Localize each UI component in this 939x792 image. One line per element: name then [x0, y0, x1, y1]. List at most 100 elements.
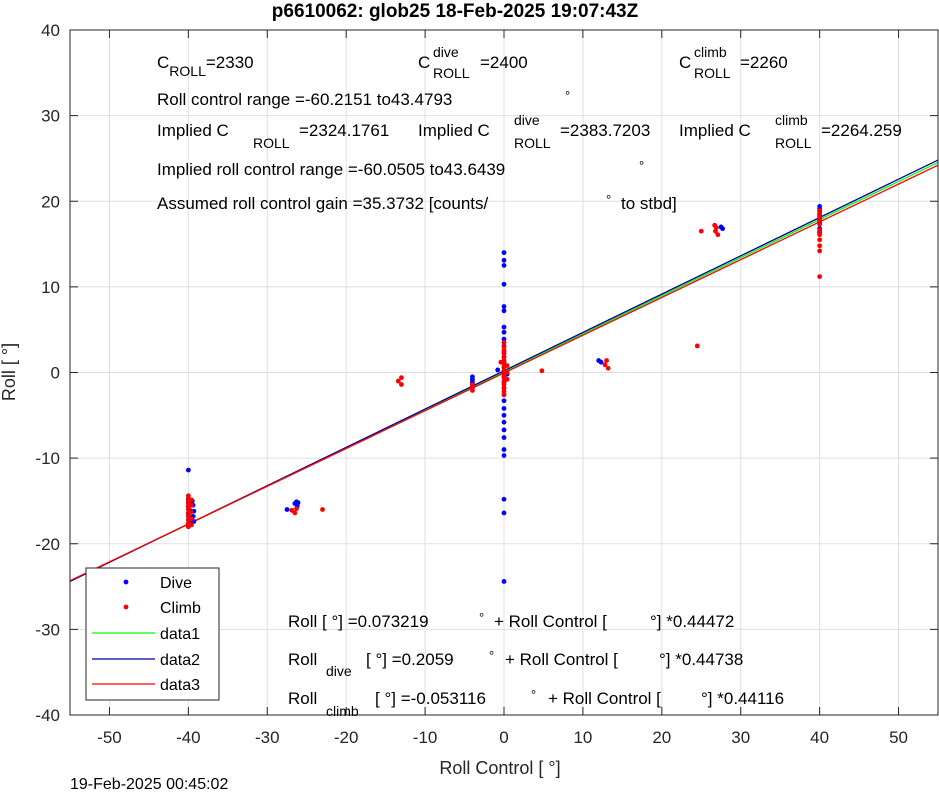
x-tick-label: 10 [573, 728, 592, 747]
fit-all-degree: ° [479, 610, 484, 625]
y-tick-label: -40 [35, 706, 60, 725]
x-tick-label: -50 [97, 728, 122, 747]
legend-label-climb: Climb [160, 600, 201, 617]
climb-point [713, 228, 718, 234]
c-dive-letter: C [418, 53, 430, 72]
legend-label-data3: data3 [160, 677, 200, 694]
dive-point [598, 359, 604, 365]
dive-point [501, 250, 507, 256]
c-roll-letter: C [157, 53, 169, 72]
dive-point [720, 226, 725, 232]
climb-point [399, 375, 404, 381]
c-climb-letter: C [679, 53, 691, 72]
c-climb-subscript: ROLL [694, 65, 731, 81]
fit-climb-subscript: climb [326, 703, 359, 719]
climb-point [501, 344, 507, 350]
c-dive-value: =2400 [480, 53, 528, 72]
fit-all-text-end: °] *0.44472 [650, 612, 734, 631]
climb-point [694, 343, 700, 349]
climb-point [817, 237, 823, 243]
gain-degree: ° [606, 192, 611, 207]
climb-point [501, 392, 507, 398]
roll-control-range-text: Roll control range =-60.2151 to43.4793 [157, 90, 452, 109]
legend-marker-dive [123, 579, 129, 585]
climb-point [501, 347, 507, 353]
implied-c-climb-subscript: ROLL [775, 135, 812, 151]
c-climb-value: =2260 [740, 53, 788, 72]
x-tick-label: 40 [810, 728, 829, 747]
climb-point [817, 217, 823, 223]
climb-point [189, 502, 194, 508]
y-tick-label: 20 [41, 192, 60, 211]
climb-point [289, 507, 295, 513]
climb-point [470, 382, 475, 387]
data-points [185, 203, 823, 584]
implied-c-roll-value: =2324.1761 [299, 121, 389, 140]
climb-point [817, 208, 823, 214]
implied-c-roll-text: Implied C [157, 121, 229, 140]
y-tick-label: -20 [35, 535, 60, 554]
fit-dive-text: Roll [288, 650, 317, 669]
x-tick-label: -40 [176, 728, 201, 747]
climb-point [501, 385, 507, 391]
climb-point [602, 362, 608, 368]
roll-control-range-degree: ° [565, 88, 570, 103]
y-tick-label: 30 [41, 107, 60, 126]
dive-point [501, 308, 507, 314]
climb-point [504, 363, 510, 369]
climb-point [395, 378, 401, 384]
dive-point [501, 427, 507, 433]
implied-c-climb-value: =2264.259 [821, 121, 902, 140]
c-roll-subscript: ROLL [169, 63, 206, 79]
dive-point [501, 579, 507, 584]
dive-point [501, 510, 507, 516]
dive-point [501, 336, 507, 342]
y-tick-label: 10 [41, 278, 60, 297]
fit-all-text-mid: + Roll Control [ [494, 612, 607, 631]
dive-point [501, 398, 507, 404]
dive-point [501, 447, 507, 452]
climb-point [294, 506, 299, 512]
fit-dive-text-mid: + Roll Control [ [505, 650, 618, 669]
gain-text: Assumed roll control gain =35.3732 [coun… [157, 194, 489, 213]
fit-dive-subscript: dive [326, 663, 352, 679]
annotations: CROLL=2330 C dive ROLL =2400 C climb ROL… [157, 44, 902, 719]
c-dive-subscript: ROLL [433, 65, 470, 81]
implied-c-dive-value: =2383.7203 [560, 121, 650, 140]
legend-label-data2: data2 [160, 652, 200, 669]
climb-point [501, 354, 507, 360]
dive-point [501, 435, 507, 440]
implied-c-dive-subscript: ROLL [514, 135, 551, 151]
dive-point [284, 507, 290, 512]
c-roll-annotation: CROLL=2330 [157, 53, 254, 79]
climb-point [189, 522, 194, 528]
chart-title: p6610062: glob25 18-Feb-2025 19:07:43Z [272, 1, 639, 22]
y-tick-label: -30 [35, 620, 60, 639]
dive-point [501, 257, 507, 263]
climb-point [504, 376, 510, 382]
climb-point [817, 232, 823, 238]
y-axis-label: Roll [ °] [0, 343, 19, 401]
implied-c-roll-subscript: ROLL [253, 135, 290, 151]
x-tick-label: 20 [652, 728, 671, 747]
dive-point [501, 412, 507, 418]
implied-range-degree: ° [639, 158, 644, 173]
climb-point [399, 382, 404, 387]
legend-label-data1: data1 [160, 626, 200, 643]
y-tick-label: -10 [35, 449, 60, 468]
implied-c-dive-text: Implied C [418, 121, 490, 140]
dive-point [501, 324, 507, 330]
legend: Dive Climb data1 data2 data3 [85, 567, 220, 701]
fit-climb-text-end: °] *0.44116 [701, 689, 784, 708]
x-tick-label: 50 [889, 728, 908, 747]
climb-point [189, 497, 194, 503]
fit-all-text: Roll [ °] =0.073219 [288, 612, 429, 631]
climb-point [817, 227, 823, 233]
climb-point [501, 340, 507, 345]
climb-point [504, 370, 510, 375]
x-tick-label: 0 [499, 728, 508, 747]
climb-point [698, 228, 704, 234]
implied-c-climb-superscript: climb [775, 112, 808, 128]
climb-point [501, 382, 507, 387]
timestamp-footer: 19-Feb-2025 00:45:02 [70, 776, 228, 792]
